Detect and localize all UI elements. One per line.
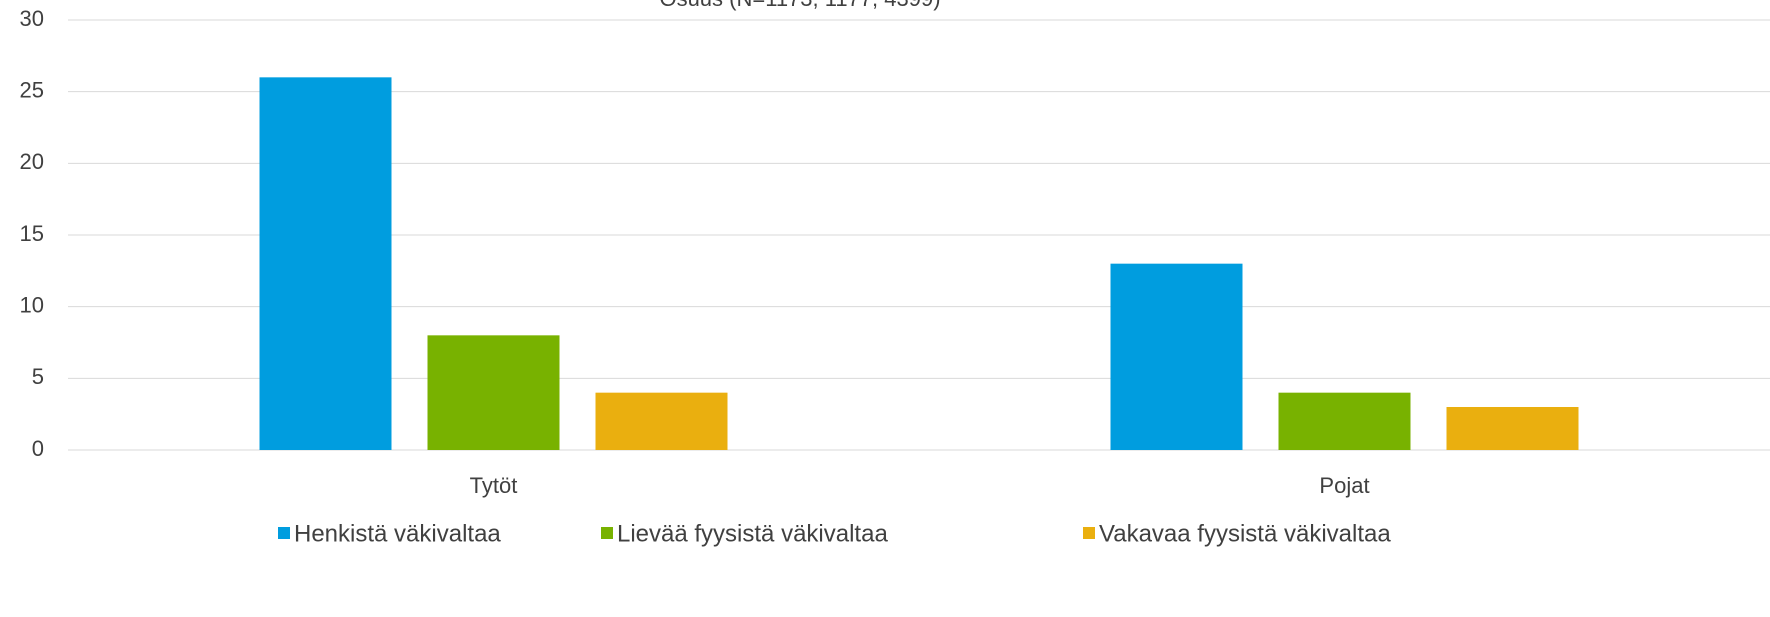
y-tick-label: 30 [20, 6, 44, 31]
bar [427, 335, 560, 450]
legend: Henkistä väkivaltaa Lievää fyysistä väkiv… [278, 520, 1391, 547]
y-tick-label: 20 [20, 149, 44, 174]
y-tick-label: 5 [32, 364, 44, 389]
legend-swatch [601, 527, 613, 539]
y-tick-label: 0 [32, 436, 44, 461]
legend-label: Lievää fyysistä väkivaltaa [617, 520, 888, 547]
bar [1110, 263, 1243, 450]
y-tick-label: 15 [20, 221, 44, 246]
bar [1446, 407, 1579, 450]
y-tick-label: 10 [20, 292, 44, 317]
bar [1278, 392, 1411, 450]
y-tick-label: 25 [20, 77, 44, 102]
legend-label: Henkistä väkivaltaa [294, 520, 501, 547]
legend-swatch [278, 527, 290, 539]
bar [259, 77, 392, 450]
chart-title: Osuus (N=1173, 1177, 4399) [659, 0, 940, 11]
legend-swatch [1083, 527, 1095, 539]
bar [595, 392, 728, 450]
x-tick-label: Tytöt [470, 473, 518, 498]
legend-label: Vakavaa fyysistä väkivaltaa [1099, 520, 1391, 547]
x-tick-label: Pojat [1319, 473, 1369, 498]
